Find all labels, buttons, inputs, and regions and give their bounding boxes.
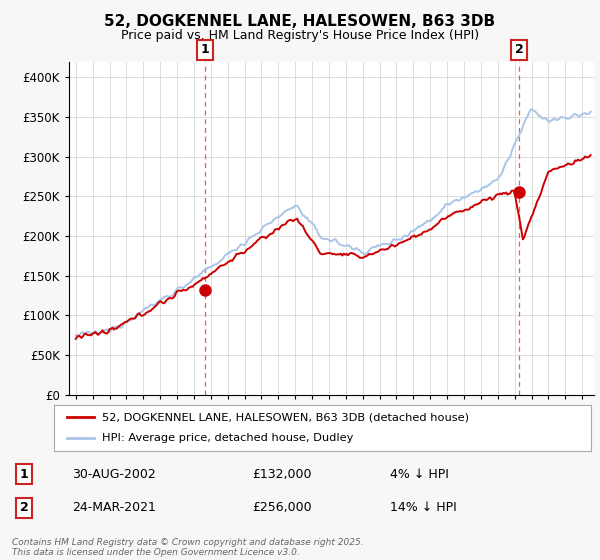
Text: 1: 1: [20, 468, 28, 480]
Text: 52, DOGKENNEL LANE, HALESOWEN, B63 3DB (detached house): 52, DOGKENNEL LANE, HALESOWEN, B63 3DB (…: [103, 412, 469, 422]
Text: 14% ↓ HPI: 14% ↓ HPI: [390, 501, 457, 514]
Text: £132,000: £132,000: [252, 468, 311, 480]
Text: 30-AUG-2002: 30-AUG-2002: [72, 468, 156, 480]
Text: HPI: Average price, detached house, Dudley: HPI: Average price, detached house, Dudl…: [103, 433, 354, 444]
Text: 2: 2: [20, 501, 28, 514]
Text: £256,000: £256,000: [252, 501, 311, 514]
Text: 24-MAR-2021: 24-MAR-2021: [72, 501, 156, 514]
Text: 4% ↓ HPI: 4% ↓ HPI: [390, 468, 449, 480]
Text: 52, DOGKENNEL LANE, HALESOWEN, B63 3DB: 52, DOGKENNEL LANE, HALESOWEN, B63 3DB: [104, 14, 496, 29]
Text: Contains HM Land Registry data © Crown copyright and database right 2025.
This d: Contains HM Land Registry data © Crown c…: [12, 538, 364, 557]
Text: 1: 1: [201, 43, 209, 56]
Text: 2: 2: [515, 43, 523, 56]
Text: Price paid vs. HM Land Registry's House Price Index (HPI): Price paid vs. HM Land Registry's House …: [121, 29, 479, 42]
